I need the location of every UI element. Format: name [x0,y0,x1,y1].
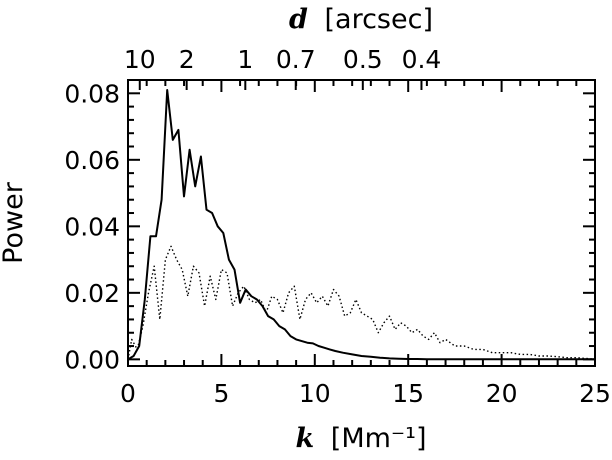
top-axis-ticks: 10 2 1 0.7 0.5 0.4 [124,45,441,90]
x-tick-label: 5 [213,379,229,408]
x-tick-label: 20 [486,379,518,408]
y-tick-label: 0.08 [64,79,120,108]
top-tick-label: 0.5 [343,45,383,74]
series-solid-line [127,89,595,361]
top-tick-label: 2 [179,45,195,74]
top-tick-label: 10 [124,45,156,74]
left-axis-ticks: 0.00 0.02 0.04 0.06 0.08 [64,79,595,374]
y-tick-label: 0.00 [64,345,120,374]
x-axis-variable: k [295,423,314,454]
x-tick-label: 10 [299,379,331,408]
x-tick-label: 15 [392,379,424,408]
x-tick-label: 0 [120,379,136,408]
x-axis-title: k [Mm⁻¹] [295,423,426,454]
top-axis-unit: [arcsec] [324,4,433,35]
series-layer [127,89,596,361]
top-tick-label: 0.4 [402,45,442,74]
y-tick-label: 0.06 [64,146,120,175]
top-axis-title: d [arcsec] [289,4,433,35]
y-tick-label: 0.02 [64,279,120,308]
series-dotted-line [127,245,596,360]
plot-frame [127,79,596,367]
x-tick-label: 25 [579,379,611,408]
y-axis-title: Power [0,181,29,264]
top-tick-label: 1 [237,45,253,74]
y-tick-label: 0.04 [64,212,120,241]
top-axis-variable: d [289,4,308,35]
bottom-axis-ticks: 0 5 10 15 20 25 [120,80,611,408]
x-axis-unit: [Mm⁻¹] [331,423,427,454]
top-tick-label: 0.7 [276,45,316,74]
